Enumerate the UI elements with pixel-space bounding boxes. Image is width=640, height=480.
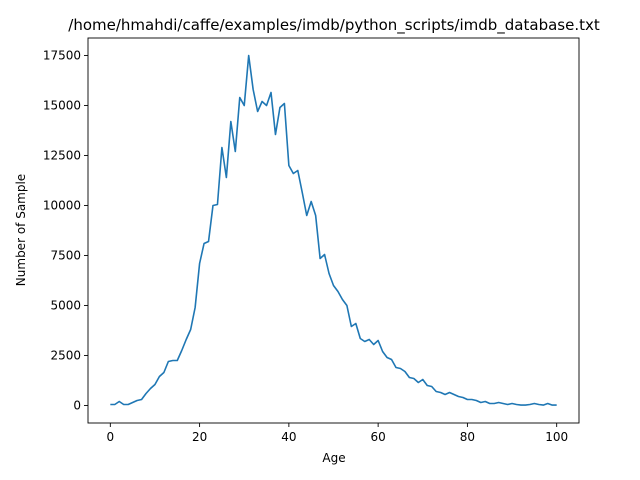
x-tick-label: 60 <box>370 430 385 444</box>
y-tick-label: 17500 <box>43 49 81 63</box>
y-tick-label: 2500 <box>50 349 81 363</box>
y-tick-label: 7500 <box>50 249 81 263</box>
x-tick-label: 20 <box>192 430 207 444</box>
y-tick-label: 0 <box>73 399 81 413</box>
chart-title: /home/hmahdi/caffe/examples/imdb/python_… <box>68 16 600 35</box>
x-tick-label: 40 <box>281 430 296 444</box>
y-axis-label: Number of Sample <box>14 174 28 286</box>
y-tick-label: 15000 <box>43 99 81 113</box>
x-tick-label: 100 <box>545 430 568 444</box>
y-tick-label: 5000 <box>50 299 81 313</box>
series-line <box>110 54 557 406</box>
x-axis-label: Age <box>322 451 345 465</box>
plot-area: 0 20 40 60 80 100 0 2500 5000 7500 10000 12500 15000… <box>43 37 580 444</box>
y-tick-label: 12500 <box>43 149 81 163</box>
x-tick-label: 0 <box>106 430 114 444</box>
y-tick-label: 10000 <box>43 199 81 213</box>
plot-frame <box>87 37 580 424</box>
x-tick-label: 80 <box>460 430 475 444</box>
